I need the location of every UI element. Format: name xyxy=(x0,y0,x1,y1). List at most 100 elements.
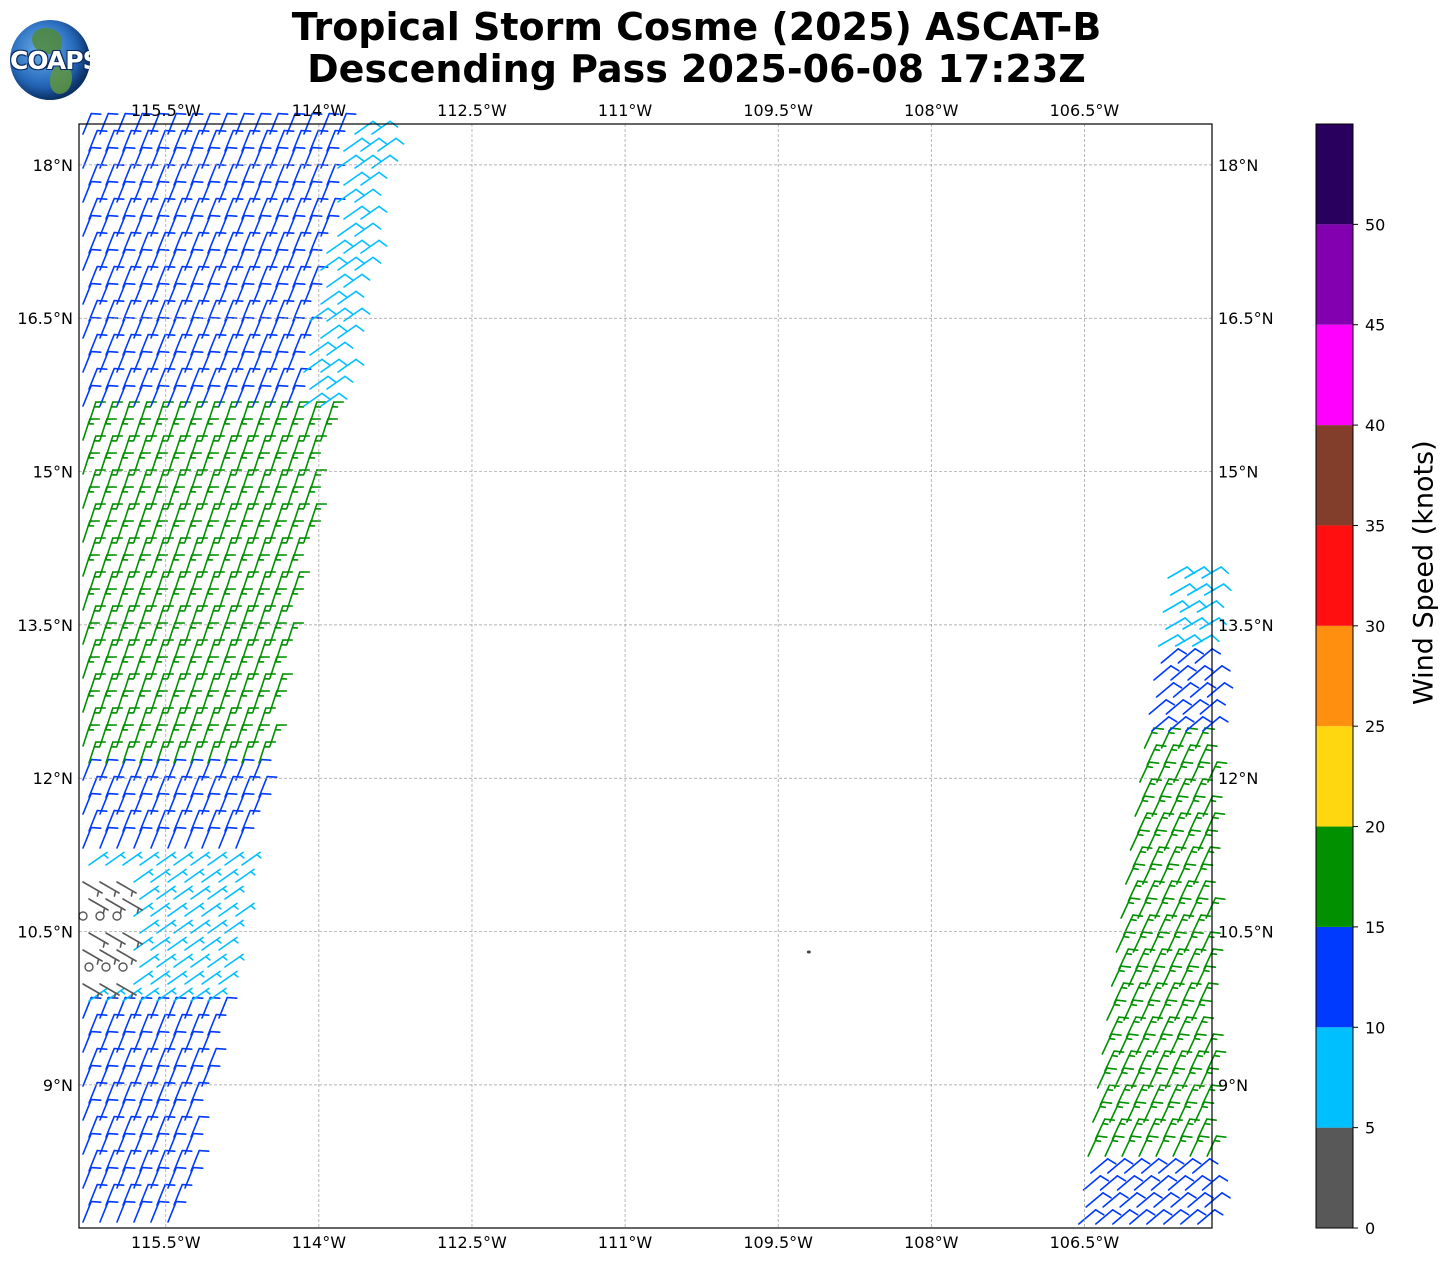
wind-barb xyxy=(1174,999,1195,1021)
wind-barb xyxy=(258,503,277,526)
wind-barb xyxy=(1164,1067,1186,1089)
wind-barb xyxy=(218,826,238,849)
wind-barb xyxy=(235,554,254,577)
wind-barb xyxy=(269,282,289,305)
wind-barb xyxy=(122,503,141,526)
wind-barb xyxy=(354,188,382,203)
wind-barb xyxy=(184,350,204,373)
wind-barb xyxy=(1149,931,1170,953)
wind-barb xyxy=(173,885,194,900)
wind-barb xyxy=(1141,1158,1168,1174)
colorbar-band xyxy=(1316,826,1353,927)
wind-barb xyxy=(88,1183,108,1206)
wind-barb xyxy=(150,1030,170,1053)
wind-barb xyxy=(88,673,107,696)
wind-barb xyxy=(99,554,118,577)
wind-barb xyxy=(207,503,226,526)
wind-barb xyxy=(116,146,136,169)
wind-barb xyxy=(190,163,210,186)
wind-barb xyxy=(82,1030,102,1053)
map-gridlines xyxy=(79,124,1212,1228)
wind-barb xyxy=(99,384,119,407)
wind-barb xyxy=(190,1081,210,1104)
wind-barb xyxy=(224,197,244,220)
wind-barb xyxy=(224,299,244,322)
lon-label-bottom: 108°W xyxy=(904,1233,959,1252)
wind-barb xyxy=(1180,829,1202,851)
wind-barb xyxy=(235,826,255,849)
wind-barb xyxy=(269,486,288,509)
wind-barb xyxy=(201,1030,221,1053)
wind-barb xyxy=(326,401,345,424)
wind-barb xyxy=(184,520,203,543)
wind-barb xyxy=(116,792,136,815)
wind-barb xyxy=(1189,1135,1210,1157)
wind-barb xyxy=(173,1081,193,1104)
wind-barb xyxy=(156,1081,176,1104)
wind-barb xyxy=(173,1149,193,1172)
wind-barb xyxy=(139,1149,159,1172)
wind-barb xyxy=(235,418,254,441)
wind-barb xyxy=(337,222,365,237)
wind-barb xyxy=(241,809,261,832)
wind-barb xyxy=(224,333,244,356)
wind-barb xyxy=(1137,812,1158,834)
wind-barb xyxy=(1205,897,1226,919)
wind-barb xyxy=(224,673,243,696)
wind-barb xyxy=(1154,897,1175,919)
wind-barb xyxy=(1139,761,1160,783)
wind-barb xyxy=(1196,600,1225,613)
wind-barb xyxy=(133,350,153,373)
wind-barb xyxy=(116,724,135,747)
wind-barb xyxy=(1189,1050,1210,1072)
wind-barb xyxy=(1146,1209,1173,1225)
wind-barb xyxy=(173,401,192,424)
wind-barb xyxy=(173,639,192,662)
wind-barb xyxy=(173,571,192,594)
wind-barb xyxy=(167,350,187,373)
wind-barb xyxy=(156,953,177,968)
wind-barb xyxy=(360,137,388,152)
wind-barb xyxy=(1157,999,1178,1021)
wind-barb xyxy=(218,996,238,1019)
wind-barb xyxy=(1173,761,1194,783)
wind-barb xyxy=(207,919,228,934)
wind-barb xyxy=(184,826,204,849)
wind-barb xyxy=(122,932,143,948)
wind-barb xyxy=(99,1132,119,1155)
wind-barb xyxy=(1168,716,1195,732)
wind-barb xyxy=(105,1047,125,1070)
wind-barb xyxy=(207,639,226,662)
wind-barb xyxy=(139,605,158,628)
wind-barb xyxy=(173,1047,193,1070)
wind-barb xyxy=(1115,931,1136,953)
wind-barb xyxy=(275,571,294,594)
wind-barb xyxy=(224,851,245,866)
wind-barb xyxy=(133,622,152,645)
wind-barb xyxy=(1199,699,1227,715)
wind-barb xyxy=(252,316,272,339)
wind-barb xyxy=(235,282,255,305)
wind-barb xyxy=(105,299,125,322)
wind-barb xyxy=(88,741,107,764)
wind-barb xyxy=(105,333,125,356)
wind-barb xyxy=(116,983,137,999)
wind-barb xyxy=(1104,1135,1125,1157)
wind-barb xyxy=(150,1098,170,1121)
title-line-2: Descending Pass 2025-06-08 17:23Z xyxy=(307,47,1086,91)
wind-barb xyxy=(167,248,187,271)
wind-barb xyxy=(1153,665,1180,681)
wind-barb xyxy=(1159,1016,1181,1038)
wind-barb xyxy=(1138,1135,1159,1157)
wind-barb xyxy=(133,418,152,441)
wind-barb xyxy=(252,282,272,305)
wind-barb xyxy=(1121,1135,1142,1157)
wind-barb xyxy=(88,367,108,390)
wind-barb xyxy=(139,1183,159,1206)
colorbar-title: Wind Speed (knots) xyxy=(1408,440,1440,705)
wind-barb xyxy=(139,129,159,152)
wind-barb xyxy=(207,401,226,424)
wind-barb xyxy=(303,146,323,169)
wind-barb xyxy=(1165,617,1193,630)
